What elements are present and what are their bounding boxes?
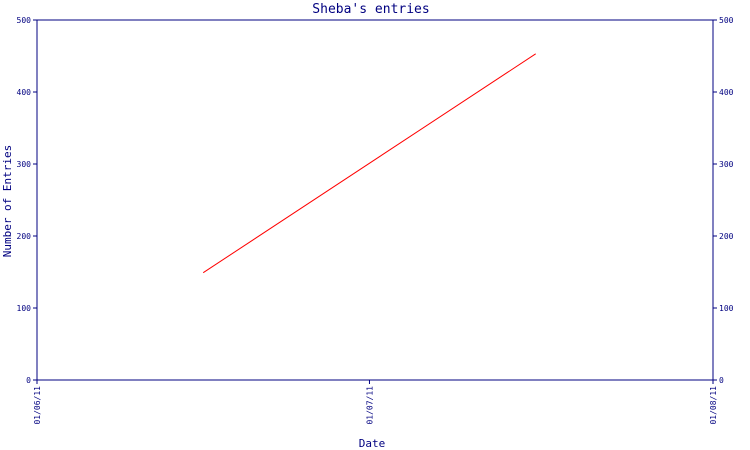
series-group [202,53,536,274]
x-tick-label: 01/07/11 [365,386,374,425]
x-axis: 01/06/11 01/07/11 01/08/11 [33,380,718,425]
y-axis-label: Number of Entries [1,145,14,258]
y-tick-label-left: 0 [26,376,31,385]
y-tick-label-right: 500 [719,16,734,25]
y-tick-label-right: 400 [719,88,734,97]
y-tick-label-right: 0 [719,376,724,385]
y-tick-label-left: 200 [17,232,32,241]
y-tick-label-left: 300 [17,160,32,169]
y-tick-label-right: 300 [719,160,734,169]
y-tick-label-right: 200 [719,232,734,241]
y-tick-label-left: 400 [17,88,32,97]
plot-frame [36,19,714,381]
y-axis-right: 0 100 200 300 400 500 [713,16,734,385]
y-tick-label-left: 500 [17,16,32,25]
y-tick-label-left: 100 [17,304,32,313]
series-line-0 [202,53,536,274]
x-axis-label: Date [359,437,386,450]
x-tick-label: 01/06/11 [33,386,42,425]
y-axis-left: 0 100 200 300 400 500 [17,16,37,385]
y-tick-label-right: 100 [719,304,734,313]
chart-title: Sheba's entries [312,2,429,17]
x-tick-label: 01/08/11 [709,386,718,425]
